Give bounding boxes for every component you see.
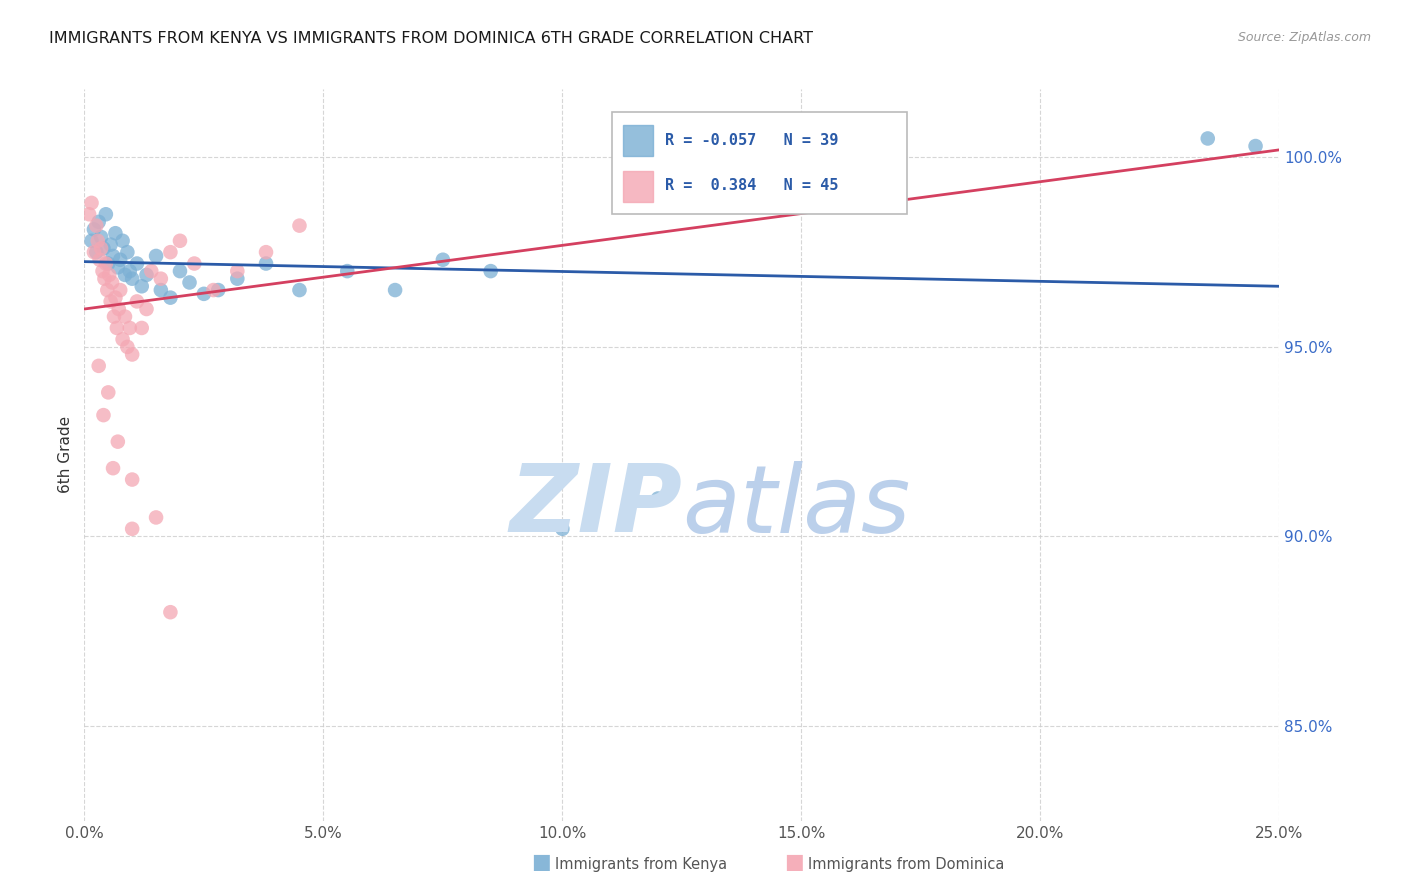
Point xyxy=(202,283,225,297)
Point xyxy=(432,252,454,267)
Point xyxy=(179,276,201,290)
Point xyxy=(193,286,215,301)
Point xyxy=(551,522,574,536)
Point xyxy=(110,252,132,267)
Point xyxy=(117,340,139,354)
Point xyxy=(90,241,112,255)
Point xyxy=(94,207,117,221)
Point xyxy=(77,207,100,221)
Point xyxy=(117,245,139,260)
Point xyxy=(118,321,141,335)
Point xyxy=(1244,139,1267,153)
Point xyxy=(110,283,132,297)
Point xyxy=(141,264,163,278)
Point xyxy=(104,226,127,240)
Point xyxy=(105,321,128,335)
Point xyxy=(107,434,129,449)
Point xyxy=(87,234,110,248)
Point xyxy=(118,264,141,278)
Text: ■: ■ xyxy=(785,853,804,872)
Bar xyxy=(623,125,652,155)
Point xyxy=(125,294,148,309)
Point xyxy=(207,283,229,297)
Point xyxy=(159,605,181,619)
Point xyxy=(121,271,143,285)
Text: R = -0.057   N = 39: R = -0.057 N = 39 xyxy=(665,133,838,148)
Text: Immigrants from Dominica: Immigrants from Dominica xyxy=(808,857,1005,872)
Point xyxy=(83,245,105,260)
Point xyxy=(80,195,103,210)
Point xyxy=(93,408,115,422)
Point xyxy=(145,249,167,263)
FancyBboxPatch shape xyxy=(612,112,907,214)
Text: Source: ZipAtlas.com: Source: ZipAtlas.com xyxy=(1237,31,1371,45)
Point xyxy=(93,241,115,255)
Point xyxy=(86,245,108,260)
Point xyxy=(80,234,103,248)
Point xyxy=(100,294,122,309)
Point xyxy=(114,310,136,324)
Point xyxy=(91,264,114,278)
Point xyxy=(131,321,153,335)
Point xyxy=(169,234,191,248)
Point xyxy=(107,260,129,275)
Point xyxy=(101,461,124,475)
Point xyxy=(288,283,311,297)
Y-axis label: 6th Grade: 6th Grade xyxy=(58,417,73,493)
Point xyxy=(90,230,112,244)
Point xyxy=(111,332,134,346)
Point xyxy=(87,359,110,373)
Point xyxy=(131,279,153,293)
Point xyxy=(98,268,121,282)
Point xyxy=(114,268,136,282)
Point xyxy=(149,271,172,285)
Point xyxy=(96,283,118,297)
Point xyxy=(101,276,124,290)
Point xyxy=(94,256,117,270)
Point xyxy=(87,215,110,229)
Point xyxy=(149,283,172,297)
Point xyxy=(135,268,157,282)
Point xyxy=(125,256,148,270)
Point xyxy=(226,264,249,278)
Bar xyxy=(623,171,652,202)
Text: IMMIGRANTS FROM KENYA VS IMMIGRANTS FROM DOMINICA 6TH GRADE CORRELATION CHART: IMMIGRANTS FROM KENYA VS IMMIGRANTS FROM… xyxy=(49,31,813,46)
Point xyxy=(169,264,191,278)
Point xyxy=(121,347,143,361)
Point xyxy=(111,234,134,248)
Point xyxy=(254,245,277,260)
Point xyxy=(103,310,125,324)
Point xyxy=(89,252,111,267)
Point xyxy=(183,256,205,270)
Point xyxy=(93,271,115,285)
Point xyxy=(226,271,249,285)
Point xyxy=(647,491,669,506)
Point xyxy=(121,473,143,487)
Point xyxy=(145,510,167,524)
Point xyxy=(288,219,311,233)
Point xyxy=(384,283,406,297)
Point xyxy=(135,301,157,316)
Text: atlas: atlas xyxy=(682,460,910,551)
Point xyxy=(97,385,120,400)
Text: ZIP: ZIP xyxy=(509,460,682,552)
Point xyxy=(100,237,122,252)
Point xyxy=(101,249,124,263)
Point xyxy=(107,301,129,316)
Text: ■: ■ xyxy=(531,853,551,872)
Point xyxy=(121,522,143,536)
Text: Immigrants from Kenya: Immigrants from Kenya xyxy=(555,857,727,872)
Point xyxy=(479,264,502,278)
Point xyxy=(104,291,127,305)
Point xyxy=(336,264,359,278)
Point xyxy=(83,222,105,236)
Point xyxy=(159,245,181,260)
Point xyxy=(159,291,181,305)
Point xyxy=(86,219,108,233)
Point xyxy=(97,256,120,270)
Point xyxy=(254,256,277,270)
Text: R =  0.384   N = 45: R = 0.384 N = 45 xyxy=(665,178,838,193)
Point xyxy=(1197,131,1219,145)
